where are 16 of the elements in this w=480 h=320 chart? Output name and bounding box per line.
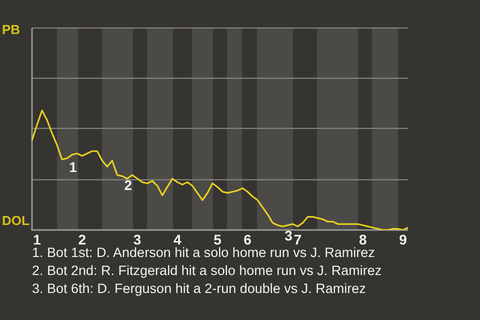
x-tick-label: 1 (33, 231, 42, 248)
x-tick-label: 2 (78, 231, 86, 248)
text: 2. Bot 2nd: R. Fitzgerald hit a solo home run vs J. Ramirez (32, 262, 382, 280)
x-tick-label: 8 (358, 231, 367, 248)
text: DOL (2, 213, 30, 228)
x-tick-label: 5 (214, 231, 222, 248)
x-tick-label: 9 (399, 231, 408, 248)
x-tick-label: 3 (133, 231, 142, 248)
x-tick-label: 7 (294, 231, 302, 248)
text: PB (2, 22, 20, 37)
x-tick-label: 6 (244, 231, 252, 248)
text: 1. Bot 1st: D. Anderson hit a solo home run vs J. Ramirez (32, 245, 376, 262)
text: 3. Bot 6th: D. Ferguson hit a 2-run double vs J. Ramirez (32, 280, 367, 298)
x-tick-label: 4 (173, 231, 182, 248)
annotation: 1 (69, 159, 78, 176)
annotation: 2 (124, 177, 132, 194)
